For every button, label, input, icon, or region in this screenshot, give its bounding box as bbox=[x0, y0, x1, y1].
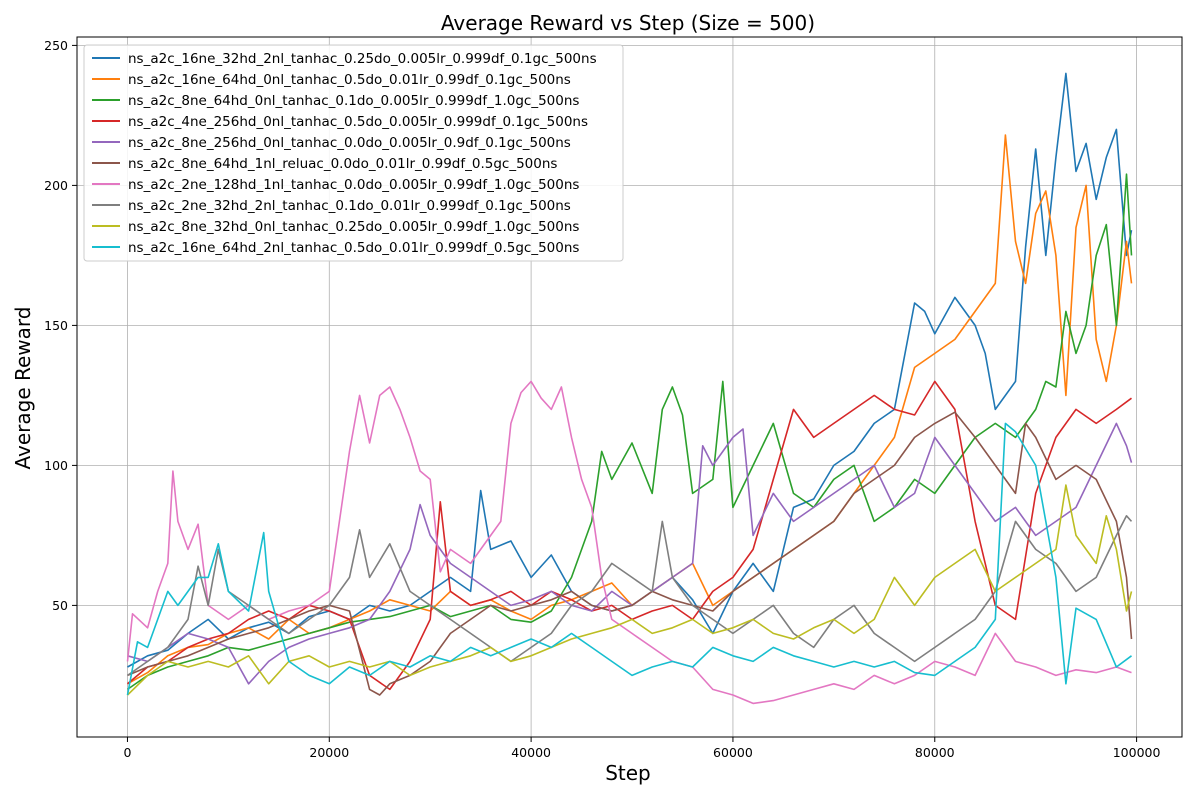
x-tick-label: 0 bbox=[123, 745, 131, 760]
x-tick-label: 20000 bbox=[309, 745, 349, 760]
y-tick-label: 50 bbox=[52, 598, 68, 613]
x-axis-label: Step bbox=[605, 761, 651, 785]
series-line-1 bbox=[127, 72, 1133, 668]
y-tick-label: 150 bbox=[44, 318, 68, 333]
series-line-4 bbox=[126, 380, 1132, 691]
series-line-10 bbox=[126, 422, 1132, 696]
legend-label: ns_a2c_2ne_32hd_2nl_tanhac_0.1do_0.01lr_… bbox=[128, 198, 571, 214]
y-axis-label: Average Reward bbox=[11, 307, 35, 470]
legend-label: ns_a2c_16ne_64hd_0nl_tanhac_0.5do_0.01lr… bbox=[128, 72, 571, 88]
series-line-5 bbox=[127, 422, 1133, 685]
legend-label: ns_a2c_2ne_128hd_1nl_tanhac_0.0do_0.005l… bbox=[128, 177, 579, 193]
legend-label: ns_a2c_8ne_256hd_0nl_tanhac_0.0do_0.005l… bbox=[128, 135, 571, 151]
x-tick-label: 80000 bbox=[915, 745, 955, 760]
legend-label: ns_a2c_16ne_64hd_2nl_tanhac_0.5do_0.01lr… bbox=[128, 240, 579, 256]
series-lines bbox=[126, 72, 1133, 705]
series-line-3 bbox=[127, 173, 1133, 691]
y-axis: 50 100 150 200 250 bbox=[44, 38, 77, 613]
x-tick-label: 60000 bbox=[713, 745, 753, 760]
y-tick-label: 250 bbox=[44, 38, 68, 53]
legend-label: ns_a2c_8ne_64hd_1nl_reluac_0.0do_0.01lr_… bbox=[128, 156, 557, 172]
legend-label: ns_a2c_4ne_256hd_0nl_tanhac_0.5do_0.005l… bbox=[128, 114, 588, 130]
legend: ns_a2c_16ne_32hd_2nl_tanhac_0.25do_0.005… bbox=[83, 44, 624, 262]
series-line-8 bbox=[127, 515, 1133, 677]
x-tick-label: 40000 bbox=[511, 745, 551, 760]
legend-label: ns_a2c_8ne_64hd_0nl_tanhac_0.1do_0.005lr… bbox=[128, 93, 579, 109]
x-tick-label: 100000 bbox=[1113, 745, 1161, 760]
chart-title: Average Reward vs Step (Size = 500) bbox=[441, 11, 815, 35]
series-line-9 bbox=[126, 484, 1133, 696]
plot-frame bbox=[76, 36, 1183, 738]
y-tick-label: 100 bbox=[44, 458, 68, 473]
legend-box bbox=[83, 44, 624, 262]
legend-label: ns_a2c_8ne_32hd_0nl_tanhac_0.25do_0.005l… bbox=[128, 219, 579, 235]
x-axis: 0 20000 40000 60000 80000 100000 bbox=[123, 737, 1160, 760]
legend-label: ns_a2c_16ne_32hd_2nl_tanhac_0.25do_0.005… bbox=[128, 51, 597, 67]
series-line-6 bbox=[127, 411, 1133, 696]
y-tick-label: 200 bbox=[44, 178, 68, 193]
